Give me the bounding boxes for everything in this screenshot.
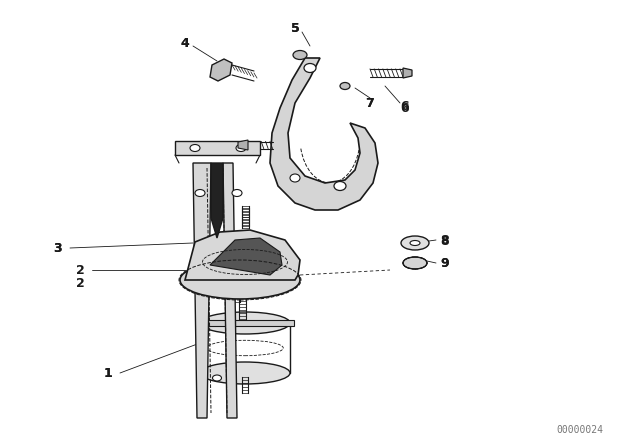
Polygon shape bbox=[403, 68, 412, 78]
Text: 9: 9 bbox=[441, 257, 449, 270]
Polygon shape bbox=[211, 163, 223, 238]
Text: 5: 5 bbox=[291, 22, 300, 34]
Text: 7: 7 bbox=[365, 96, 374, 109]
Polygon shape bbox=[270, 58, 378, 210]
Ellipse shape bbox=[304, 64, 316, 73]
Text: 1: 1 bbox=[104, 366, 113, 379]
Text: 2: 2 bbox=[76, 276, 84, 289]
Text: 8: 8 bbox=[441, 234, 449, 247]
Ellipse shape bbox=[195, 190, 205, 197]
Ellipse shape bbox=[403, 257, 427, 269]
Text: 3: 3 bbox=[54, 241, 62, 254]
Text: 2: 2 bbox=[76, 263, 84, 276]
Ellipse shape bbox=[334, 181, 346, 190]
Ellipse shape bbox=[401, 236, 429, 250]
Text: 4: 4 bbox=[180, 36, 189, 49]
Ellipse shape bbox=[232, 190, 242, 197]
Text: 00000024: 00000024 bbox=[557, 425, 604, 435]
Text: 4: 4 bbox=[180, 36, 189, 49]
Ellipse shape bbox=[236, 145, 246, 151]
Text: 1: 1 bbox=[104, 366, 113, 379]
Ellipse shape bbox=[290, 174, 300, 182]
Ellipse shape bbox=[190, 145, 200, 151]
Text: 6: 6 bbox=[401, 102, 410, 115]
Text: 5: 5 bbox=[291, 22, 300, 34]
Polygon shape bbox=[185, 230, 300, 280]
Ellipse shape bbox=[200, 312, 290, 334]
Polygon shape bbox=[193, 163, 211, 418]
Ellipse shape bbox=[340, 82, 350, 90]
Polygon shape bbox=[196, 320, 294, 326]
Text: 7: 7 bbox=[365, 96, 374, 109]
Polygon shape bbox=[175, 141, 260, 155]
Text: 9: 9 bbox=[441, 257, 449, 270]
Ellipse shape bbox=[180, 261, 300, 299]
Text: 6: 6 bbox=[401, 99, 410, 112]
Polygon shape bbox=[238, 140, 248, 150]
Polygon shape bbox=[210, 238, 282, 275]
Ellipse shape bbox=[293, 51, 307, 60]
Ellipse shape bbox=[200, 362, 290, 384]
Text: 3: 3 bbox=[54, 241, 62, 254]
Polygon shape bbox=[210, 59, 232, 81]
Ellipse shape bbox=[212, 375, 221, 381]
Ellipse shape bbox=[410, 241, 420, 246]
Polygon shape bbox=[223, 163, 237, 418]
Text: 8: 8 bbox=[441, 233, 449, 246]
